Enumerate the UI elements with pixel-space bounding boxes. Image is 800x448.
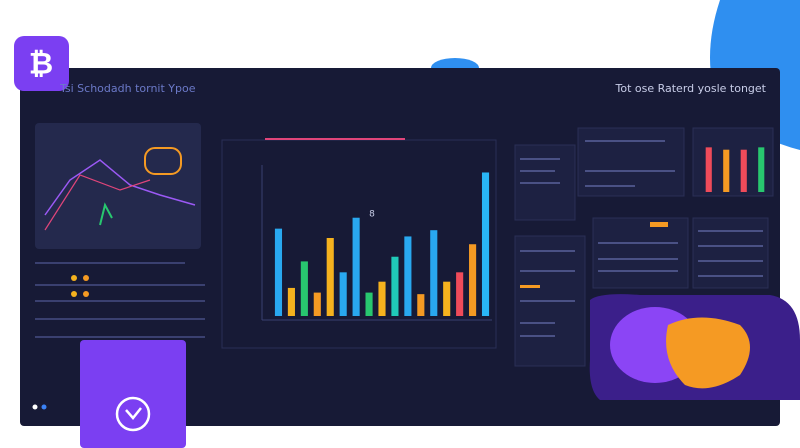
bar [740,149,747,192]
bitcoin-icon [14,36,69,91]
dot [83,291,89,297]
bar [705,147,712,192]
line [44,174,151,231]
bar [391,256,399,316]
list-lines [35,262,205,338]
bar [378,281,386,316]
list-lines [520,140,763,337]
bar [313,292,321,316]
header-right: Tot ose Raterd yosle tonget [614,82,766,95]
bar [404,236,412,316]
bar [287,287,295,316]
bar [339,272,347,316]
side-panel [692,217,769,289]
line [99,202,113,226]
card [80,340,186,448]
bar [417,294,425,316]
bar [723,149,730,192]
card-icon [115,396,151,432]
dot [83,275,89,281]
side-panel [577,127,685,197]
dot [71,291,77,297]
chart-note: 8 [369,210,375,220]
chart-title-bar [265,138,405,140]
bar [352,217,360,316]
bar [274,228,283,316]
highlight [144,147,182,175]
line-panel [35,123,201,249]
blob [666,317,750,389]
dot [32,404,38,410]
dot [71,275,77,281]
dot [41,404,47,410]
bar [365,292,373,316]
bar [456,272,464,316]
card-icon [125,407,142,420]
side-panel [592,217,689,289]
bar [481,172,490,316]
bar [300,261,308,316]
tag [650,222,668,227]
bar [469,244,477,316]
tag [520,285,540,288]
bar [758,147,765,192]
header-left: Tsi Schodadh tornit Ypoe [59,82,196,95]
line [44,159,196,216]
bar [443,281,451,316]
bitcoin-glyph: ₿ [29,47,53,82]
bar [326,238,334,316]
bar [430,230,438,316]
